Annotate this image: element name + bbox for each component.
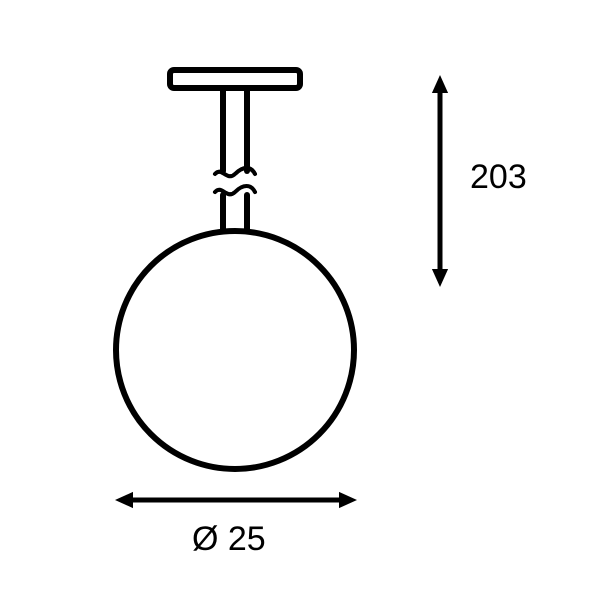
dim-dia-arrow-right	[339, 492, 357, 508]
dim-height-arrow-bottom	[432, 269, 448, 287]
dimension-diameter-label: Ø 25	[192, 520, 266, 559]
dimension-height-label: 203	[470, 158, 527, 197]
technical-drawing: 203 Ø 25	[0, 0, 595, 596]
lamp-globe	[116, 231, 354, 469]
drawing-svg	[0, 0, 595, 596]
dim-height-arrow-top	[432, 75, 448, 93]
dim-dia-arrow-left	[115, 492, 133, 508]
lamp-mount-plate	[170, 70, 300, 88]
